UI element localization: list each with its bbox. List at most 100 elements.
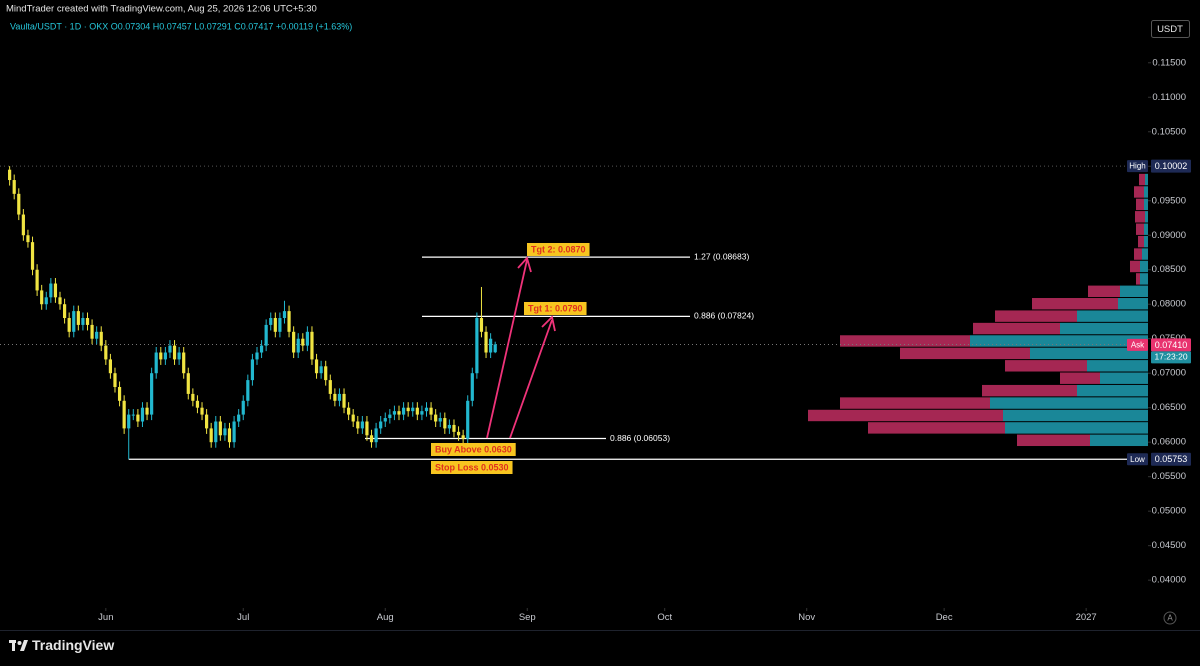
candle-body <box>21 214 25 236</box>
profile-down <box>1138 235 1144 248</box>
profile-up <box>1077 310 1148 322</box>
annotation: Stop Loss 0.0530 <box>435 462 509 472</box>
candle-body <box>177 352 181 360</box>
logo-part <box>20 640 28 651</box>
candle-body <box>246 380 250 401</box>
auto-scale-label[interactable]: A <box>1167 614 1173 623</box>
candle-body <box>214 421 218 443</box>
profile-down <box>1060 372 1100 384</box>
y-tick-label: 0.04500 <box>1152 540 1186 551</box>
profile-up <box>1087 360 1148 372</box>
y-tick-label: 0.05500 <box>1152 471 1186 482</box>
candle-body <box>456 431 461 436</box>
candle-body <box>466 400 470 439</box>
candle-body <box>447 424 451 429</box>
candle-body <box>163 352 167 360</box>
candle-body <box>108 359 113 374</box>
candle-body <box>227 428 232 443</box>
auto-scale-button[interactable] <box>1163 611 1177 625</box>
candle-body <box>443 418 447 429</box>
x-tick-label: Oct <box>657 612 672 623</box>
candle-body <box>122 400 126 429</box>
profile-up <box>1060 322 1148 335</box>
candle-body <box>420 411 424 415</box>
candle-body <box>360 421 364 429</box>
annotation-box <box>527 243 590 256</box>
candle-body <box>397 411 401 415</box>
candle-body <box>273 318 277 332</box>
x-tick-label: Aug <box>377 612 394 623</box>
annotation: Buy Above 0.0630 <box>435 444 512 454</box>
profile-up <box>1030 347 1148 360</box>
arrow-line <box>486 259 528 439</box>
candle-body <box>489 338 493 353</box>
y-tick-label: 0.06000 <box>1152 437 1186 448</box>
candle-body <box>429 407 433 415</box>
profile-up <box>1005 422 1148 434</box>
candle-body <box>347 407 351 415</box>
candle-body <box>205 414 209 429</box>
profile-up <box>1145 173 1148 186</box>
candle-body <box>140 407 145 422</box>
y-tick-label: 0.09000 <box>1152 230 1186 241</box>
candle-body <box>401 407 406 415</box>
profile-down <box>1139 173 1145 186</box>
marker-value-box <box>1151 159 1191 173</box>
candle-body <box>415 407 419 415</box>
candle-body <box>53 283 58 298</box>
arrow-head <box>517 256 532 273</box>
profile-down <box>982 384 1077 397</box>
marker-value: 0.10002 <box>1155 161 1188 171</box>
candle-body <box>369 435 374 443</box>
profile-down <box>840 335 970 347</box>
profile-down <box>840 397 990 409</box>
candle-body <box>379 421 383 429</box>
candle-body <box>62 304 67 319</box>
candle-body <box>255 352 259 360</box>
candle-body <box>150 373 154 415</box>
candle-body <box>35 269 39 291</box>
candle-body <box>259 345 264 353</box>
profile-down <box>1136 223 1144 235</box>
levels: 1.27 (0.08683) 0.886 (0.07824) 0.886 (0.06… <box>0 165 1148 460</box>
candle-body <box>104 345 108 360</box>
currency[interactable]: USDT <box>1157 24 1183 35</box>
profile-up <box>970 335 1148 347</box>
candle-body <box>191 393 195 401</box>
profile-up <box>1090 434 1148 447</box>
profile-down <box>808 409 1003 422</box>
candle-body <box>113 373 117 388</box>
annotation-box <box>524 302 587 315</box>
candle-body <box>269 318 273 325</box>
arrow-head <box>541 315 556 332</box>
annotation: Tgt 1: 0.0790 <box>528 303 583 313</box>
currency-box[interactable] <box>1151 20 1190 38</box>
profile-up <box>1142 248 1148 260</box>
profile-down <box>900 347 1030 360</box>
candle-body <box>17 193 21 215</box>
candle-body <box>470 373 474 401</box>
marker-value: 0.05753 <box>1155 454 1188 464</box>
candle-body <box>117 387 122 401</box>
candle-body <box>337 393 342 401</box>
marker-value-box <box>1151 452 1191 466</box>
fib-label: 0.886 (0.07824) <box>694 311 754 321</box>
volume-profile <box>808 173 1148 447</box>
candle-body <box>434 414 438 422</box>
profile-down <box>973 322 1060 335</box>
candle-body <box>90 324 94 339</box>
candle-body <box>154 352 158 374</box>
profile-down <box>868 422 1005 434</box>
candle-body <box>388 414 392 419</box>
marker-label-box <box>1127 160 1148 173</box>
profile-down <box>1130 260 1140 273</box>
x-tick-label: Jul <box>237 612 249 623</box>
candle-body <box>67 318 71 332</box>
candle-body <box>292 331 296 353</box>
profile-down <box>1135 211 1145 223</box>
y-tick-label: 0.06500 <box>1152 402 1186 413</box>
candle-body <box>314 359 319 374</box>
candle-body <box>76 311 80 325</box>
marker-value: 0.07410 <box>1155 340 1188 350</box>
